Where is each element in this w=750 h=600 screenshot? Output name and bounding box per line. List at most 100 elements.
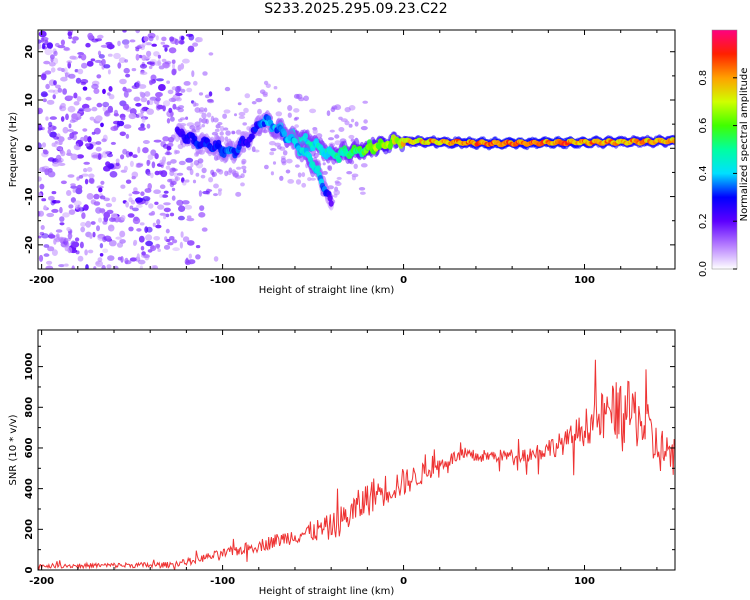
noise-blob: [161, 58, 167, 63]
noise-blob: [162, 100, 171, 107]
noise-blob: [148, 98, 154, 106]
noise-blob: [108, 94, 115, 100]
noise-blob: [136, 228, 142, 232]
x-tick-label: -200: [29, 275, 54, 286]
noise-blob: [163, 244, 171, 250]
noise-blob: [109, 217, 116, 223]
noise-blob: [200, 174, 206, 179]
noise-blob: [240, 182, 245, 187]
noise-blob: [295, 179, 302, 185]
noise-blob: [137, 259, 146, 265]
noise-blob: [66, 60, 73, 64]
noise-blob: [164, 60, 172, 65]
noise-blob: [329, 129, 335, 133]
noise-blob: [309, 108, 317, 114]
noise-blob: [107, 92, 111, 96]
noise-blob: [77, 255, 84, 262]
noise-blob: [76, 176, 80, 181]
noise-blob: [105, 203, 113, 208]
noise-blob: [301, 172, 306, 178]
noise-blob: [140, 44, 146, 51]
y-tick-label: 800: [24, 397, 35, 418]
noise-blob: [68, 35, 73, 40]
noise-blob: [172, 62, 175, 70]
noise-blob: [55, 229, 63, 233]
noise-blob: [219, 131, 224, 136]
noise-blob: [157, 204, 165, 210]
noise-blob: [83, 107, 92, 112]
noise-blob: [47, 129, 52, 135]
noise-blob: [43, 253, 50, 257]
noise-blob: [157, 248, 161, 252]
noise-blob: [92, 231, 96, 238]
noise-blob: [335, 181, 342, 186]
x-tick-label: 100: [574, 576, 595, 587]
noise-blob: [133, 241, 137, 246]
noise-blob: [128, 151, 133, 156]
noise-blob: [231, 169, 237, 175]
noise-blob: [242, 169, 247, 174]
noise-blob: [68, 209, 76, 215]
noise-blob: [143, 36, 149, 42]
noise-blob: [99, 208, 106, 213]
noise-blob: [81, 173, 89, 177]
noise-blob: [178, 118, 183, 122]
noise-blob: [145, 240, 154, 247]
noise-blob: [131, 68, 137, 72]
noise-blob: [123, 124, 132, 129]
noise-blob: [215, 124, 221, 129]
noise-blob: [85, 143, 90, 147]
noise-blob: [150, 245, 157, 252]
noise-blob: [231, 130, 236, 135]
noise-blob: [155, 224, 162, 229]
noise-blob: [100, 44, 109, 48]
noise-blob: [336, 176, 342, 180]
noise-blob: [52, 162, 60, 167]
noise-blob: [52, 94, 56, 100]
noise-blob: [170, 159, 177, 164]
noise-blob: [39, 166, 46, 173]
noise-blob: [77, 68, 84, 75]
noise-blob: [122, 30, 127, 33]
noise-blob: [111, 196, 117, 203]
noise-blob: [161, 36, 167, 42]
noise-blob: [145, 234, 153, 241]
noise-blob: [133, 96, 141, 102]
noise-blob: [241, 165, 247, 170]
noise-blob: [176, 85, 182, 91]
y-tick-label: 600: [24, 437, 35, 458]
noise-blob: [363, 119, 368, 124]
noise-blob: [117, 62, 122, 69]
noise-blob: [330, 107, 336, 113]
noise-blob: [39, 183, 45, 190]
ridge-cell: [336, 156, 342, 163]
noise-blob: [198, 212, 206, 218]
noise-blob: [86, 167, 93, 172]
snr-x-label: Height of straight line (km): [259, 586, 395, 597]
noise-blob: [83, 161, 90, 165]
noise-blob: [294, 124, 299, 128]
noise-blob: [180, 35, 185, 41]
noise-blob: [182, 236, 190, 243]
noise-blob: [155, 96, 161, 102]
noise-blob: [124, 59, 129, 63]
noise-blob: [222, 113, 228, 119]
noise-blob: [140, 191, 145, 196]
noise-blob: [91, 83, 99, 90]
spectrogram-frame: [37, 29, 676, 270]
noise-blob: [133, 187, 138, 193]
noise-blob: [67, 232, 73, 240]
noise-blob: [44, 48, 53, 56]
colorbar-tick-label: 0.2: [698, 213, 709, 229]
colorbar-label: Normalized spectral amplitude: [739, 68, 750, 222]
noise-blob: [234, 113, 237, 117]
noise-blob: [169, 212, 175, 217]
noise-blob: [264, 164, 269, 170]
noise-blob: [117, 40, 121, 47]
noise-blob: [108, 86, 113, 92]
noise-blob: [360, 126, 368, 131]
noise-blob: [204, 94, 210, 99]
noise-blob: [135, 102, 142, 107]
noise-blob: [275, 111, 283, 117]
noise-blob: [173, 149, 178, 155]
